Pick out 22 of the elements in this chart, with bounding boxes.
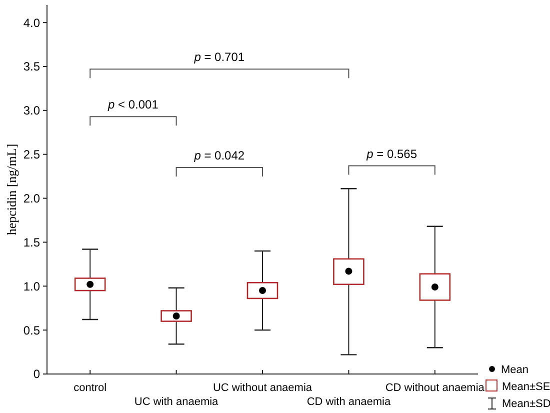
annotation: p = 0.565	[366, 146, 418, 161]
y-tick-label: 0.5	[23, 323, 40, 338]
y-tick-label: 1.5	[23, 235, 40, 250]
y-tick-label: 0	[33, 367, 40, 382]
y-tick-label: 2.0	[23, 191, 40, 206]
text: Mean±SD	[502, 398, 550, 410]
x-tick-label: UC without anaemia	[212, 382, 313, 394]
y-axis-title: hepcidin [ng/mL]	[4, 144, 19, 236]
y-tick-label: 4.0	[23, 16, 40, 30]
text: Mean±SE	[502, 381, 550, 393]
annotation: p = 0.042	[193, 148, 245, 163]
annotation: p = 0.701	[193, 50, 245, 64]
y-tick-label: 3.0	[23, 104, 40, 118]
y-tick-label: 1.0	[23, 279, 40, 294]
text: Mean	[501, 364, 529, 376]
x-tick-label: control	[74, 382, 107, 394]
x-tick-label: UC with anaemia	[134, 396, 220, 408]
y-tick-label: 3.5	[23, 60, 40, 74]
x-tick-label: CD with anaemia	[306, 396, 392, 408]
x-tick-label: CD without anaemia	[385, 382, 486, 394]
y-tick-label: 2.5	[23, 148, 40, 162]
annotation: p < 0.001	[106, 98, 159, 112]
